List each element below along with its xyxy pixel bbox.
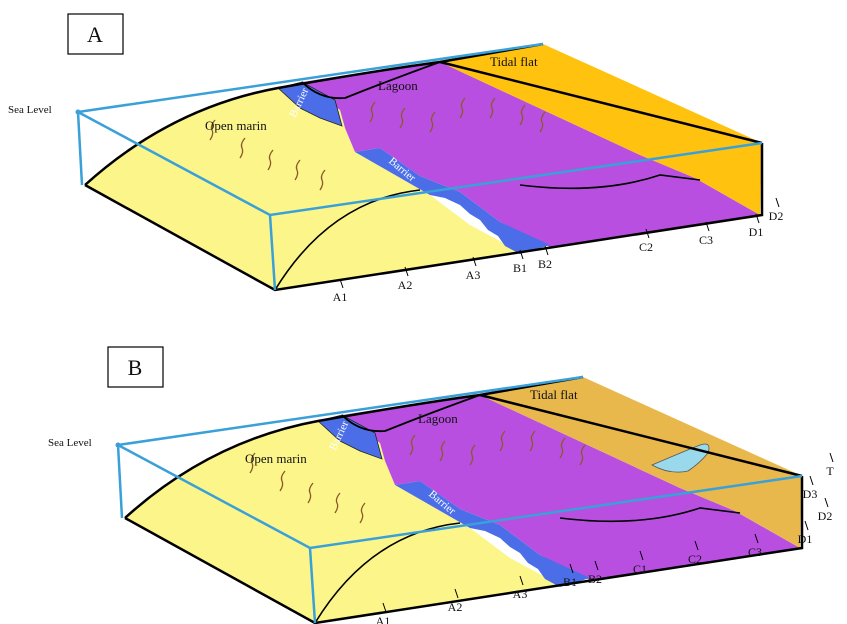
facies-label: C1 [633,562,647,576]
panel-label: A [87,22,103,47]
facies-label: C3 [748,545,762,559]
symbol [334,492,341,514]
facies-tick [594,560,599,571]
facies-label: T [826,464,834,478]
outline [341,394,481,433]
outline [274,174,701,291]
open-marine-area [125,421,560,623]
facies-tick [382,602,387,613]
facies-tick [519,575,524,586]
facies-label: B1 [563,575,577,589]
facies-tick [472,256,477,267]
sea-level-box [76,42,763,291]
facies-label: A1 [376,614,391,624]
tidal-flat-area [480,377,802,548]
zone-label: Tidal flat [530,387,578,402]
symbol [539,111,546,133]
lagoon-area [342,395,800,580]
symbol [249,452,256,474]
facies-label: A3 [513,587,528,601]
facies-label: A2 [398,278,413,292]
facies-tick [454,588,459,599]
panel-label-box [107,346,164,388]
sea-level-box [116,375,803,624]
panel-label-box [67,13,124,55]
lagoon-area [302,62,760,247]
symbol [489,97,496,119]
symbol [559,437,566,459]
facies-label: B2 [538,257,552,271]
symbol [409,434,416,456]
symbol [469,444,476,466]
zone-label: Open marin [245,451,307,466]
barrier-area [395,481,590,587]
facies-tick [824,497,829,508]
symbol [294,159,301,181]
facies-tick [754,533,759,544]
panel-label: B [128,355,143,380]
zone-label: Open marin [205,118,267,133]
facies-tick [705,221,710,232]
facies-label: B2 [588,572,602,586]
symbol [267,149,274,171]
facies-label: C2 [688,552,702,566]
zone-label: Lagoon [418,411,458,426]
facies-label: D1 [749,225,764,239]
symbol [359,502,366,524]
facies-tick [829,452,834,463]
symbol [439,440,446,462]
symbol [529,430,536,452]
zone-label: Tidal flat [490,54,538,69]
open-marine-area [85,88,520,290]
facies-tick [569,563,574,574]
symbol [369,101,376,123]
facies-label: C3 [699,233,713,247]
zone-label: Lagoon [378,78,418,93]
facies-label: D3 [803,487,818,501]
facies-label: C2 [639,240,653,254]
symbol [239,137,246,159]
sea-level-label: Sea Level [8,104,52,116]
symbol [459,97,466,119]
facies-label: B1 [513,261,527,275]
facies-label: D2 [769,209,784,223]
sea-level-point [75,109,81,115]
symbol [319,169,326,191]
facies-tick [804,520,809,531]
outline [124,476,804,624]
facies-tick [404,266,409,277]
outline [314,507,741,624]
facies-label: A1 [333,290,348,304]
symbol [279,470,286,492]
symbol [209,119,216,141]
facies-tick [809,475,814,486]
facies-tick [694,540,699,551]
facies-tick [755,213,760,224]
sea-level-point [115,442,121,448]
symbol [519,104,526,126]
facies-tick [639,550,644,561]
facies-tick [339,278,344,289]
facies-label: A3 [466,268,481,282]
outline [301,61,441,100]
symbol [429,111,436,133]
facies-tick [775,197,780,208]
facies-label: D2 [818,509,833,523]
facies-label: A2 [448,600,463,614]
symbol [399,107,406,129]
symbol [307,482,314,504]
sea-level-label: Sea Level [48,437,92,449]
facies-tick [645,228,650,239]
facies-tick [519,249,524,260]
facies-tick [544,245,549,256]
symbol [499,430,506,452]
facies-label: D1 [798,532,813,546]
tidal-flat-area [440,44,762,215]
outline [84,143,764,292]
symbol [579,444,586,466]
barrier-area [355,148,550,254]
